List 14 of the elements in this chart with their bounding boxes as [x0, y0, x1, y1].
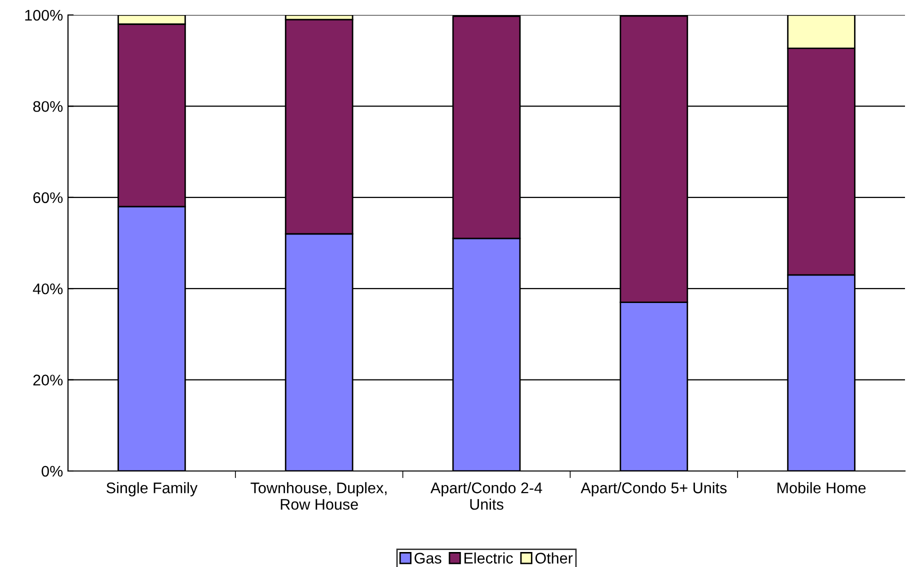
- y-tick-label: 60%: [33, 192, 63, 204]
- x-tick-label: Apart/Condo 5+ Units: [580, 482, 727, 496]
- y-tick-label: 0%: [42, 466, 63, 477]
- x-tick-label: Single Family: [106, 482, 198, 496]
- y-tick-label: 100%: [25, 10, 63, 21]
- legend-label: Electric: [464, 552, 513, 564]
- legend-label: Other: [535, 552, 573, 564]
- x-tick-label: Apart/Condo 2-4 Units: [430, 482, 542, 510]
- x-tick-label: Townhouse, Duplex, Row House: [250, 482, 387, 510]
- x-tick-label: Mobile Home: [778, 482, 866, 494]
- legend-label: Gas: [414, 552, 442, 564]
- y-tick-label: 40%: [32, 283, 63, 294]
- y-tick-label: 80%: [33, 101, 63, 112]
- y-tick-label: 20%: [33, 374, 63, 386]
